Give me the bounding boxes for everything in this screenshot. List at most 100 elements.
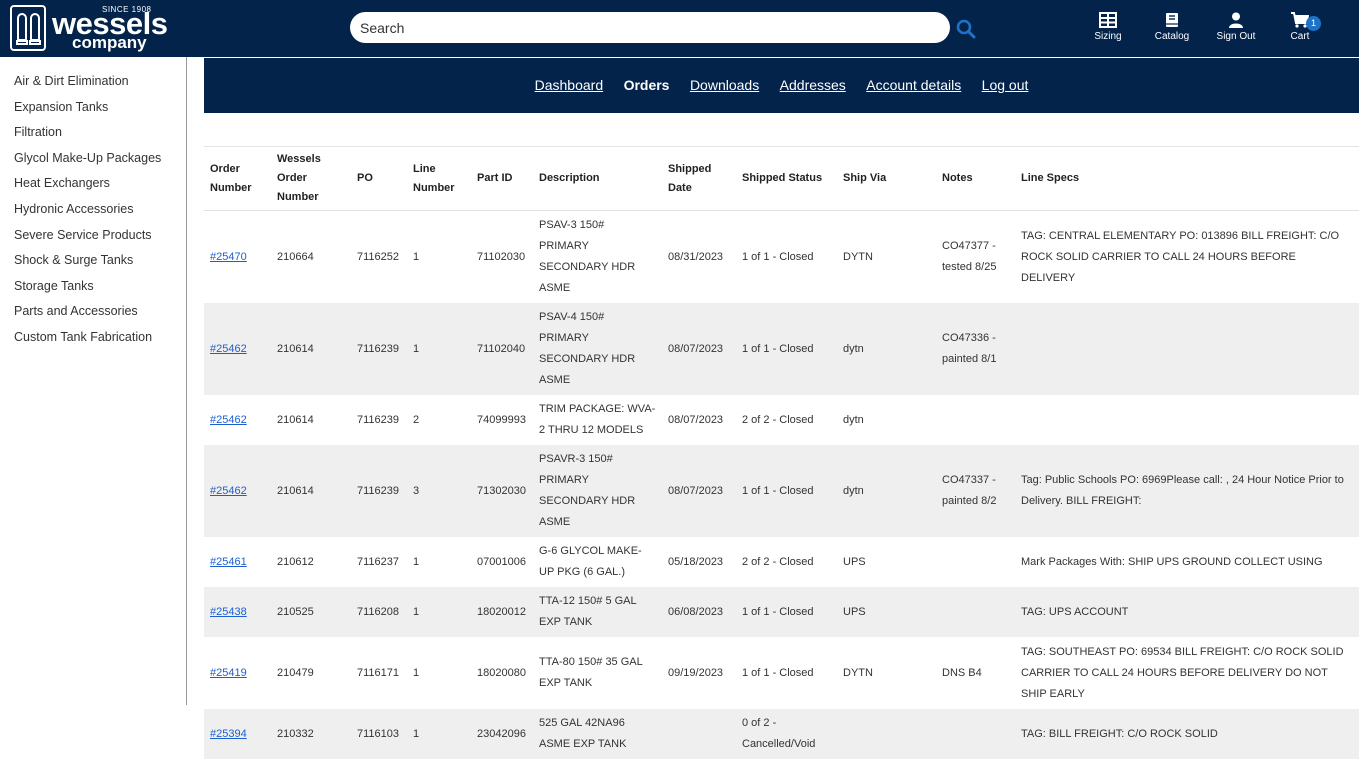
- cell-shipped-date: 08/07/2023: [662, 395, 736, 445]
- tab-addresses[interactable]: Addresses: [780, 58, 846, 113]
- part-id-text: 71302030: [477, 485, 526, 497]
- shipped-date-text: 09/19/2023: [668, 667, 723, 679]
- sidebar-item-filtration[interactable]: Filtration: [0, 120, 186, 146]
- order-number-link[interactable]: #25438: [210, 606, 247, 618]
- order-number-link[interactable]: #25394: [210, 728, 247, 740]
- cell-order-number-link: #25394: [204, 709, 271, 759]
- sidebar-item-storage-tanks[interactable]: Storage Tanks: [0, 274, 186, 300]
- sizing-label: Sizing: [1094, 31, 1121, 42]
- notes-text: CO47336 - painted 8/1: [942, 332, 996, 365]
- cell-wessels-order-number: 210664: [271, 211, 351, 304]
- wessels-order-number-text: 210664: [277, 251, 314, 263]
- cell-shipped-status: 1 of 1 - Closed: [736, 637, 837, 709]
- search-icon: [956, 19, 976, 39]
- cell-description: TRIM PACKAGE: WVA-2 THRU 12 MODELS: [533, 395, 662, 445]
- cell-shipped-date: 06/08/2023: [662, 587, 736, 637]
- cell-shipped-status: 2 of 2 - Closed: [736, 395, 837, 445]
- tab-orders[interactable]: Orders: [624, 58, 670, 113]
- logo-mark-icon: [10, 5, 46, 51]
- wessels-logo[interactable]: SINCE 1908 wessels company: [10, 5, 170, 53]
- sidebar-item-air-dirt-elimination[interactable]: Air & Dirt Elimination: [0, 69, 186, 95]
- cell-description: TTA-12 150# 5 GAL EXP TANK: [533, 587, 662, 637]
- sign-out-link[interactable]: Sign Out: [1206, 12, 1266, 42]
- order-number-link[interactable]: #25461: [210, 556, 247, 568]
- shipped-date-text: 05/18/2023: [668, 556, 723, 568]
- cell-shipped-date: [662, 709, 736, 759]
- tab-downloads[interactable]: Downloads: [690, 58, 759, 113]
- col-header-notes: Notes: [936, 147, 1015, 211]
- sidebar-item-custom-tank-fabrication[interactable]: Custom Tank Fabrication: [0, 325, 186, 351]
- sidebar-item-hydronic-accessories[interactable]: Hydronic Accessories: [0, 197, 186, 223]
- sidebar-item-parts-accessories[interactable]: Parts and Accessories: [0, 299, 186, 325]
- cell-description: PSAV-3 150# PRIMARY SECONDARY HDR ASME: [533, 211, 662, 304]
- sizing-link[interactable]: Sizing: [1078, 12, 1138, 42]
- cell-ship-via: DYTN: [837, 211, 936, 304]
- po-number-text: 7116103: [357, 728, 399, 740]
- cell-ship-via: UPS: [837, 537, 936, 587]
- cell-line-number: 1: [407, 303, 471, 395]
- cell-notes: [936, 537, 1015, 587]
- ship-via-text: dytn: [843, 414, 864, 426]
- col-header-ship-via: Ship Via: [837, 147, 936, 211]
- cell-order-number-link: #25438: [204, 587, 271, 637]
- part-id-text: 71102040: [477, 343, 525, 355]
- cell-description: 525 GAL 42NA96 ASME EXP TANK: [533, 709, 662, 759]
- logo-sub-text: company: [72, 34, 147, 52]
- shipped-status-text: 1 of 1 - Closed: [742, 667, 814, 679]
- cell-wessels-order-number: 210612: [271, 537, 351, 587]
- cell-notes: CO47337 - painted 8/2: [936, 445, 1015, 537]
- sidebar-item-expansion-tanks[interactable]: Expansion Tanks: [0, 95, 186, 121]
- order-number-link[interactable]: #25462: [210, 485, 247, 497]
- cell-order-number-link: #25419: [204, 637, 271, 709]
- order-number-link[interactable]: #25470: [210, 251, 247, 263]
- cart-link[interactable]: Cart 1: [1270, 12, 1330, 42]
- cell-line-specs: TAG: CENTRAL ELEMENTARY PO: 013896 BILL …: [1015, 211, 1359, 304]
- description-text: PSAV-3 150# PRIMARY SECONDARY HDR ASME: [539, 219, 635, 294]
- description-text: TTA-12 150# 5 GAL EXP TANK: [539, 595, 636, 628]
- tab-account-details[interactable]: Account details: [866, 58, 961, 113]
- line-specs-text: TAG: CENTRAL ELEMENTARY PO: 013896 BILL …: [1021, 230, 1339, 284]
- cell-ship-via: dytn: [837, 303, 936, 395]
- catalog-link[interactable]: Catalog: [1142, 12, 1202, 42]
- sidebar-item-glycol-make-up[interactable]: Glycol Make-Up Packages: [0, 146, 186, 172]
- line-number-text: 1: [413, 728, 419, 740]
- order-number-link[interactable]: #25462: [210, 414, 247, 426]
- cell-notes: CO47377 - tested 8/25: [936, 211, 1015, 304]
- sidebar-item-heat-exchangers[interactable]: Heat Exchangers: [0, 171, 186, 197]
- ship-via-text: dytn: [843, 485, 864, 497]
- cell-line-specs: [1015, 303, 1359, 395]
- cell-shipped-status: 1 of 1 - Closed: [736, 587, 837, 637]
- cell-description: TTA-80 150# 35 GAL EXP TANK: [533, 637, 662, 709]
- ship-via-text: DYTN: [843, 251, 873, 263]
- sidebar-item-severe-service[interactable]: Severe Service Products: [0, 223, 186, 249]
- order-number-link[interactable]: #25462: [210, 343, 247, 355]
- cell-line-specs: TAG: UPS ACCOUNT: [1015, 587, 1359, 637]
- line-number-text: 2: [413, 414, 419, 426]
- wessels-order-number-text: 210612: [277, 556, 314, 568]
- order-number-link[interactable]: #25419: [210, 667, 247, 679]
- cell-part-id: 23042096: [471, 709, 533, 759]
- po-number-text: 7116239: [357, 485, 399, 497]
- part-id-text: 74099993: [477, 414, 526, 426]
- cell-notes: DNS B4: [936, 637, 1015, 709]
- col-header-description: Description: [533, 147, 662, 211]
- notes-text: CO47377 - tested 8/25: [942, 240, 996, 273]
- wessels-order-number-text: 210614: [277, 343, 314, 355]
- search-input[interactable]: [350, 12, 950, 43]
- description-text: PSAV-4 150# PRIMARY SECONDARY HDR ASME: [539, 311, 635, 386]
- cell-wessels-order-number: 210332: [271, 709, 351, 759]
- tab-dashboard[interactable]: Dashboard: [535, 58, 604, 113]
- cell-notes: [936, 709, 1015, 759]
- tab-log-out[interactable]: Log out: [982, 58, 1029, 113]
- sidebar-item-shock-surge-tanks[interactable]: Shock & Surge Tanks: [0, 248, 186, 274]
- cell-wessels-order-number: 210614: [271, 303, 351, 395]
- search-button[interactable]: [956, 19, 976, 39]
- col-header-po: PO: [351, 147, 407, 211]
- shipped-date-text: 08/31/2023: [668, 251, 723, 263]
